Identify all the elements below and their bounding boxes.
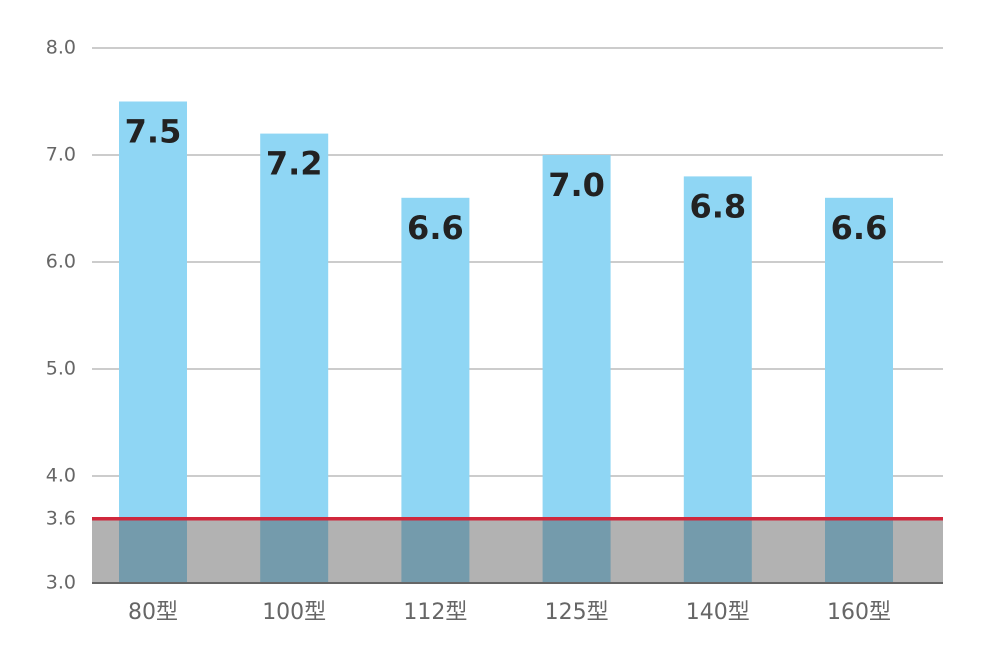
y-tick-label: 6.0: [46, 251, 76, 273]
x-tick-label: 160型: [827, 600, 891, 625]
bar: [260, 133, 329, 583]
bar: [542, 155, 611, 583]
y-tick-label: 7.0: [46, 144, 76, 166]
data-label: 6.8: [689, 187, 746, 225]
y-tick-label: 3.6: [46, 507, 76, 529]
bar: [683, 176, 752, 583]
y-tick-label: 5.0: [46, 358, 76, 380]
data-label: 7.2: [266, 145, 323, 183]
data-label: 6.6: [831, 209, 888, 247]
y-tick-label: 8.0: [46, 37, 76, 59]
below-threshold-band: [92, 518, 943, 583]
x-tick-label: 140型: [686, 600, 750, 625]
x-tick-label: 112型: [403, 600, 467, 625]
y-tick-label: 3.0: [46, 572, 76, 594]
data-label: 7.5: [125, 113, 182, 151]
bar: [119, 101, 187, 583]
x-tick-label: 80型: [128, 600, 178, 625]
x-tick-label: 100型: [262, 600, 326, 625]
x-tick-label: 125型: [545, 600, 609, 625]
data-label: 6.6: [407, 209, 464, 247]
data-label: 7.0: [548, 166, 605, 204]
y-tick-label: 4.0: [46, 465, 76, 487]
